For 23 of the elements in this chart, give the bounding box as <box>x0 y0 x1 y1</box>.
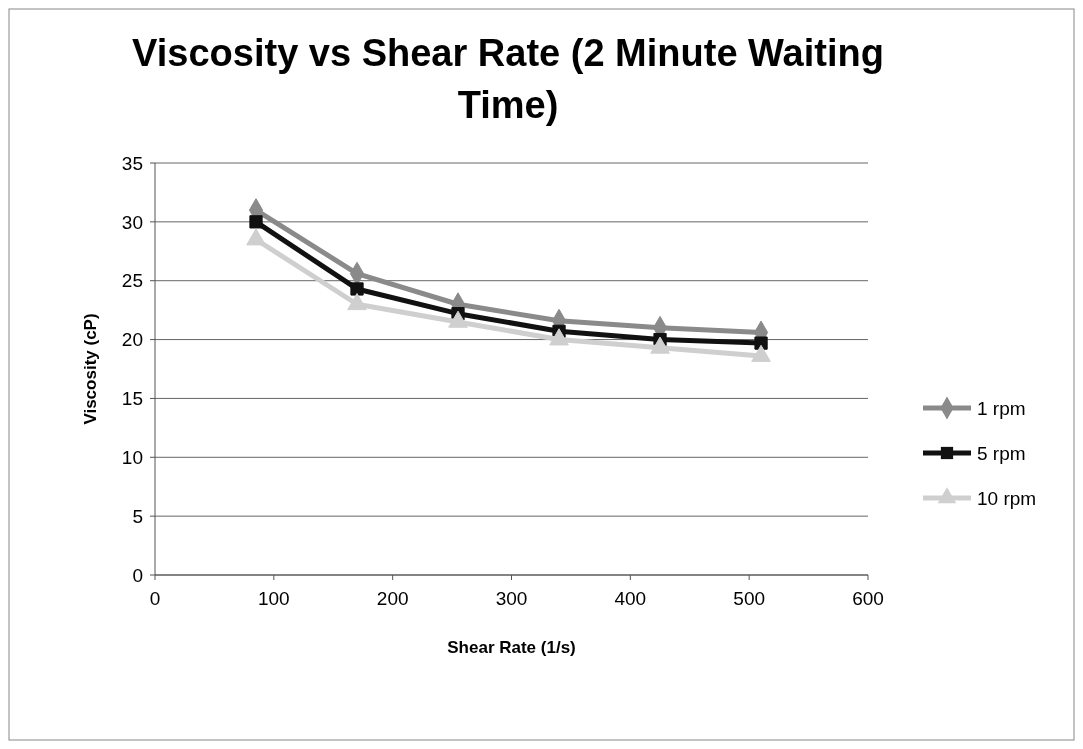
chart-title: Viscosity vs Shear Rate (2 Minute Waiting Time) <box>132 32 884 126</box>
y-tick-label: 5 <box>132 505 143 527</box>
legend-label: 10 rpm <box>977 487 1037 509</box>
y-tick-label: 10 <box>121 446 143 468</box>
x-axis-title: Shear Rate (1/s) <box>447 638 576 657</box>
y-tick-label: 30 <box>121 211 143 233</box>
y-tick-label: 15 <box>121 388 143 410</box>
y-tick-label: 20 <box>121 329 143 351</box>
y-tick-label: 35 <box>121 152 143 174</box>
x-tick-label: 0 <box>149 588 161 609</box>
point <box>249 215 263 229</box>
legend-label: 1 rpm <box>977 397 1026 419</box>
y-tick-label: 0 <box>132 564 143 586</box>
x-tick-label: 400 <box>614 588 647 609</box>
x-tick-label: 500 <box>733 588 766 609</box>
x-tick-label: 300 <box>495 588 528 609</box>
y-tick-label: 25 <box>121 270 143 292</box>
point <box>350 282 364 296</box>
x-tick-label: 200 <box>376 588 409 609</box>
x-tick-label: 100 <box>257 588 290 609</box>
x-tick-label: 600 <box>852 588 884 609</box>
y-axis-title: Viscosity (cP) <box>81 313 100 425</box>
legend-label: 5 rpm <box>977 442 1026 464</box>
